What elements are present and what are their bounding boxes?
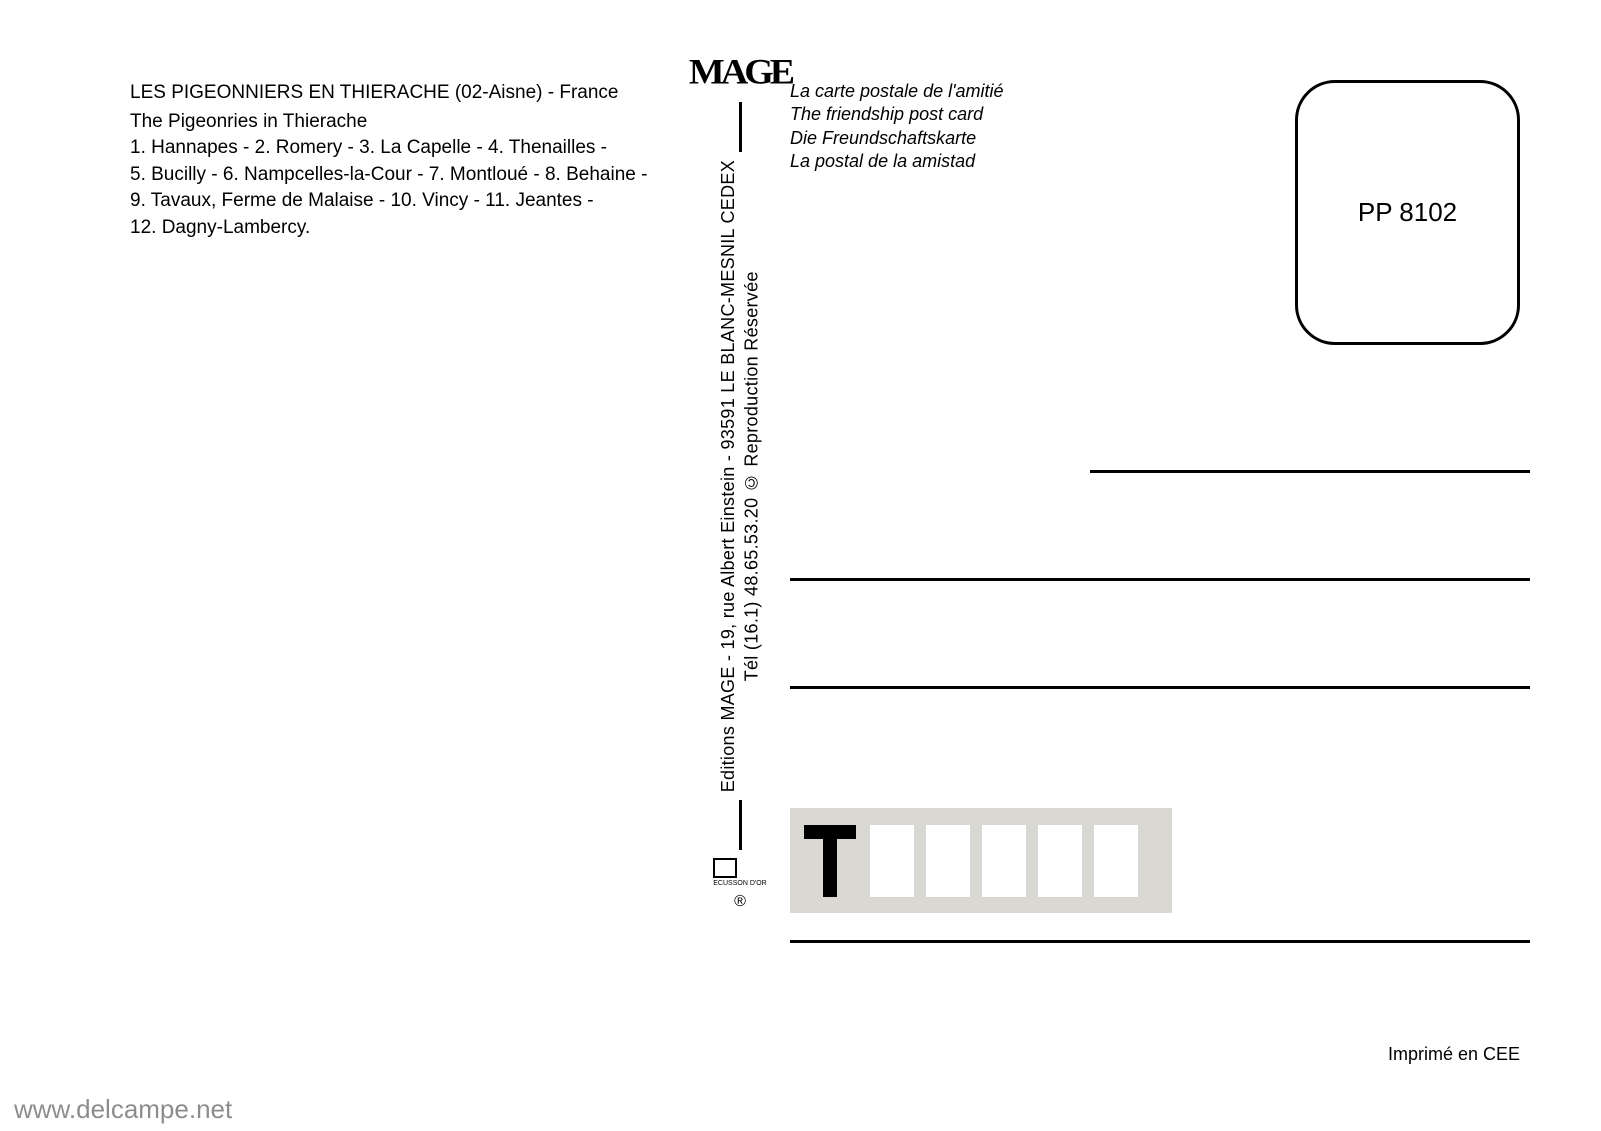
- divider-segment-top: [739, 102, 742, 152]
- t-icon: [804, 825, 856, 897]
- registered-mark: ®: [734, 893, 746, 911]
- friendship-fr: La carte postale de l'amitié: [790, 80, 1140, 103]
- description-block: LES PIGEONNIERS EN THIERACHE (02-Aisne) …: [130, 80, 690, 242]
- ecusson-box-icon: [713, 858, 737, 878]
- postcard-back: LES PIGEONNIERS EN THIERACHE (02-Aisne) …: [70, 40, 1530, 1090]
- address-line-4[interactable]: [790, 940, 1530, 943]
- ecusson-logo: ECUSSON D'OR: [713, 858, 766, 887]
- center-divider: MAGE Editions MAGE - 19, rue Albert Eins…: [700, 40, 780, 1050]
- friendship-de: Die Freundschaftskarte: [790, 127, 1140, 150]
- title-main: LES PIGEONNIERS EN THIERACHE (02-Aisne) …: [130, 80, 690, 107]
- ecusson-text: ECUSSON D'OR: [713, 880, 766, 887]
- stamp-box: PP 8102: [1295, 80, 1520, 345]
- stamp-code: PP 8102: [1358, 197, 1457, 228]
- postal-box-4[interactable]: [1038, 825, 1082, 897]
- address-area: [790, 470, 1530, 794]
- watermark: www.delcampe.net: [14, 1094, 232, 1125]
- address-line-3[interactable]: [790, 686, 1530, 689]
- publisher-line-1: Editions MAGE - 19, rue Albert Einstein …: [718, 160, 738, 792]
- publisher-line-2: Tél (16.1) 48.65.53.20 © Reproduction Ré…: [741, 271, 761, 681]
- friendship-es: La postal de la amistad: [790, 150, 1140, 173]
- divider-segment-bottom: [739, 800, 742, 850]
- locations-line-4: 12. Dagny-Lambercy.: [130, 215, 690, 242]
- locations-line-2: 5. Bucilly - 6. Nampcelles-la-Cour - 7. …: [130, 162, 690, 189]
- postal-code-strip: [790, 808, 1172, 913]
- friendship-en: The friendship post card: [790, 103, 1140, 126]
- address-line-2[interactable]: [790, 578, 1530, 581]
- postal-box-2[interactable]: [926, 825, 970, 897]
- locations-line-3: 9. Tavaux, Ferme de Malaise - 10. Vincy …: [130, 188, 690, 215]
- mage-logo: MAGE: [689, 51, 791, 93]
- postal-box-1[interactable]: [870, 825, 914, 897]
- publisher-info: Editions MAGE - 19, rue Albert Einstein …: [717, 160, 764, 792]
- friendship-header: La carte postale de l'amitié The friends…: [790, 80, 1140, 174]
- postal-box-5[interactable]: [1094, 825, 1138, 897]
- title-sub: The Pigeonries in Thierache: [130, 109, 690, 136]
- postal-box-3[interactable]: [982, 825, 1026, 897]
- locations-line-1: 1. Hannapes - 2. Romery - 3. La Capelle …: [130, 135, 690, 162]
- address-line-1[interactable]: [1090, 470, 1530, 473]
- imprint-text: Imprimé en CEE: [1388, 1044, 1520, 1065]
